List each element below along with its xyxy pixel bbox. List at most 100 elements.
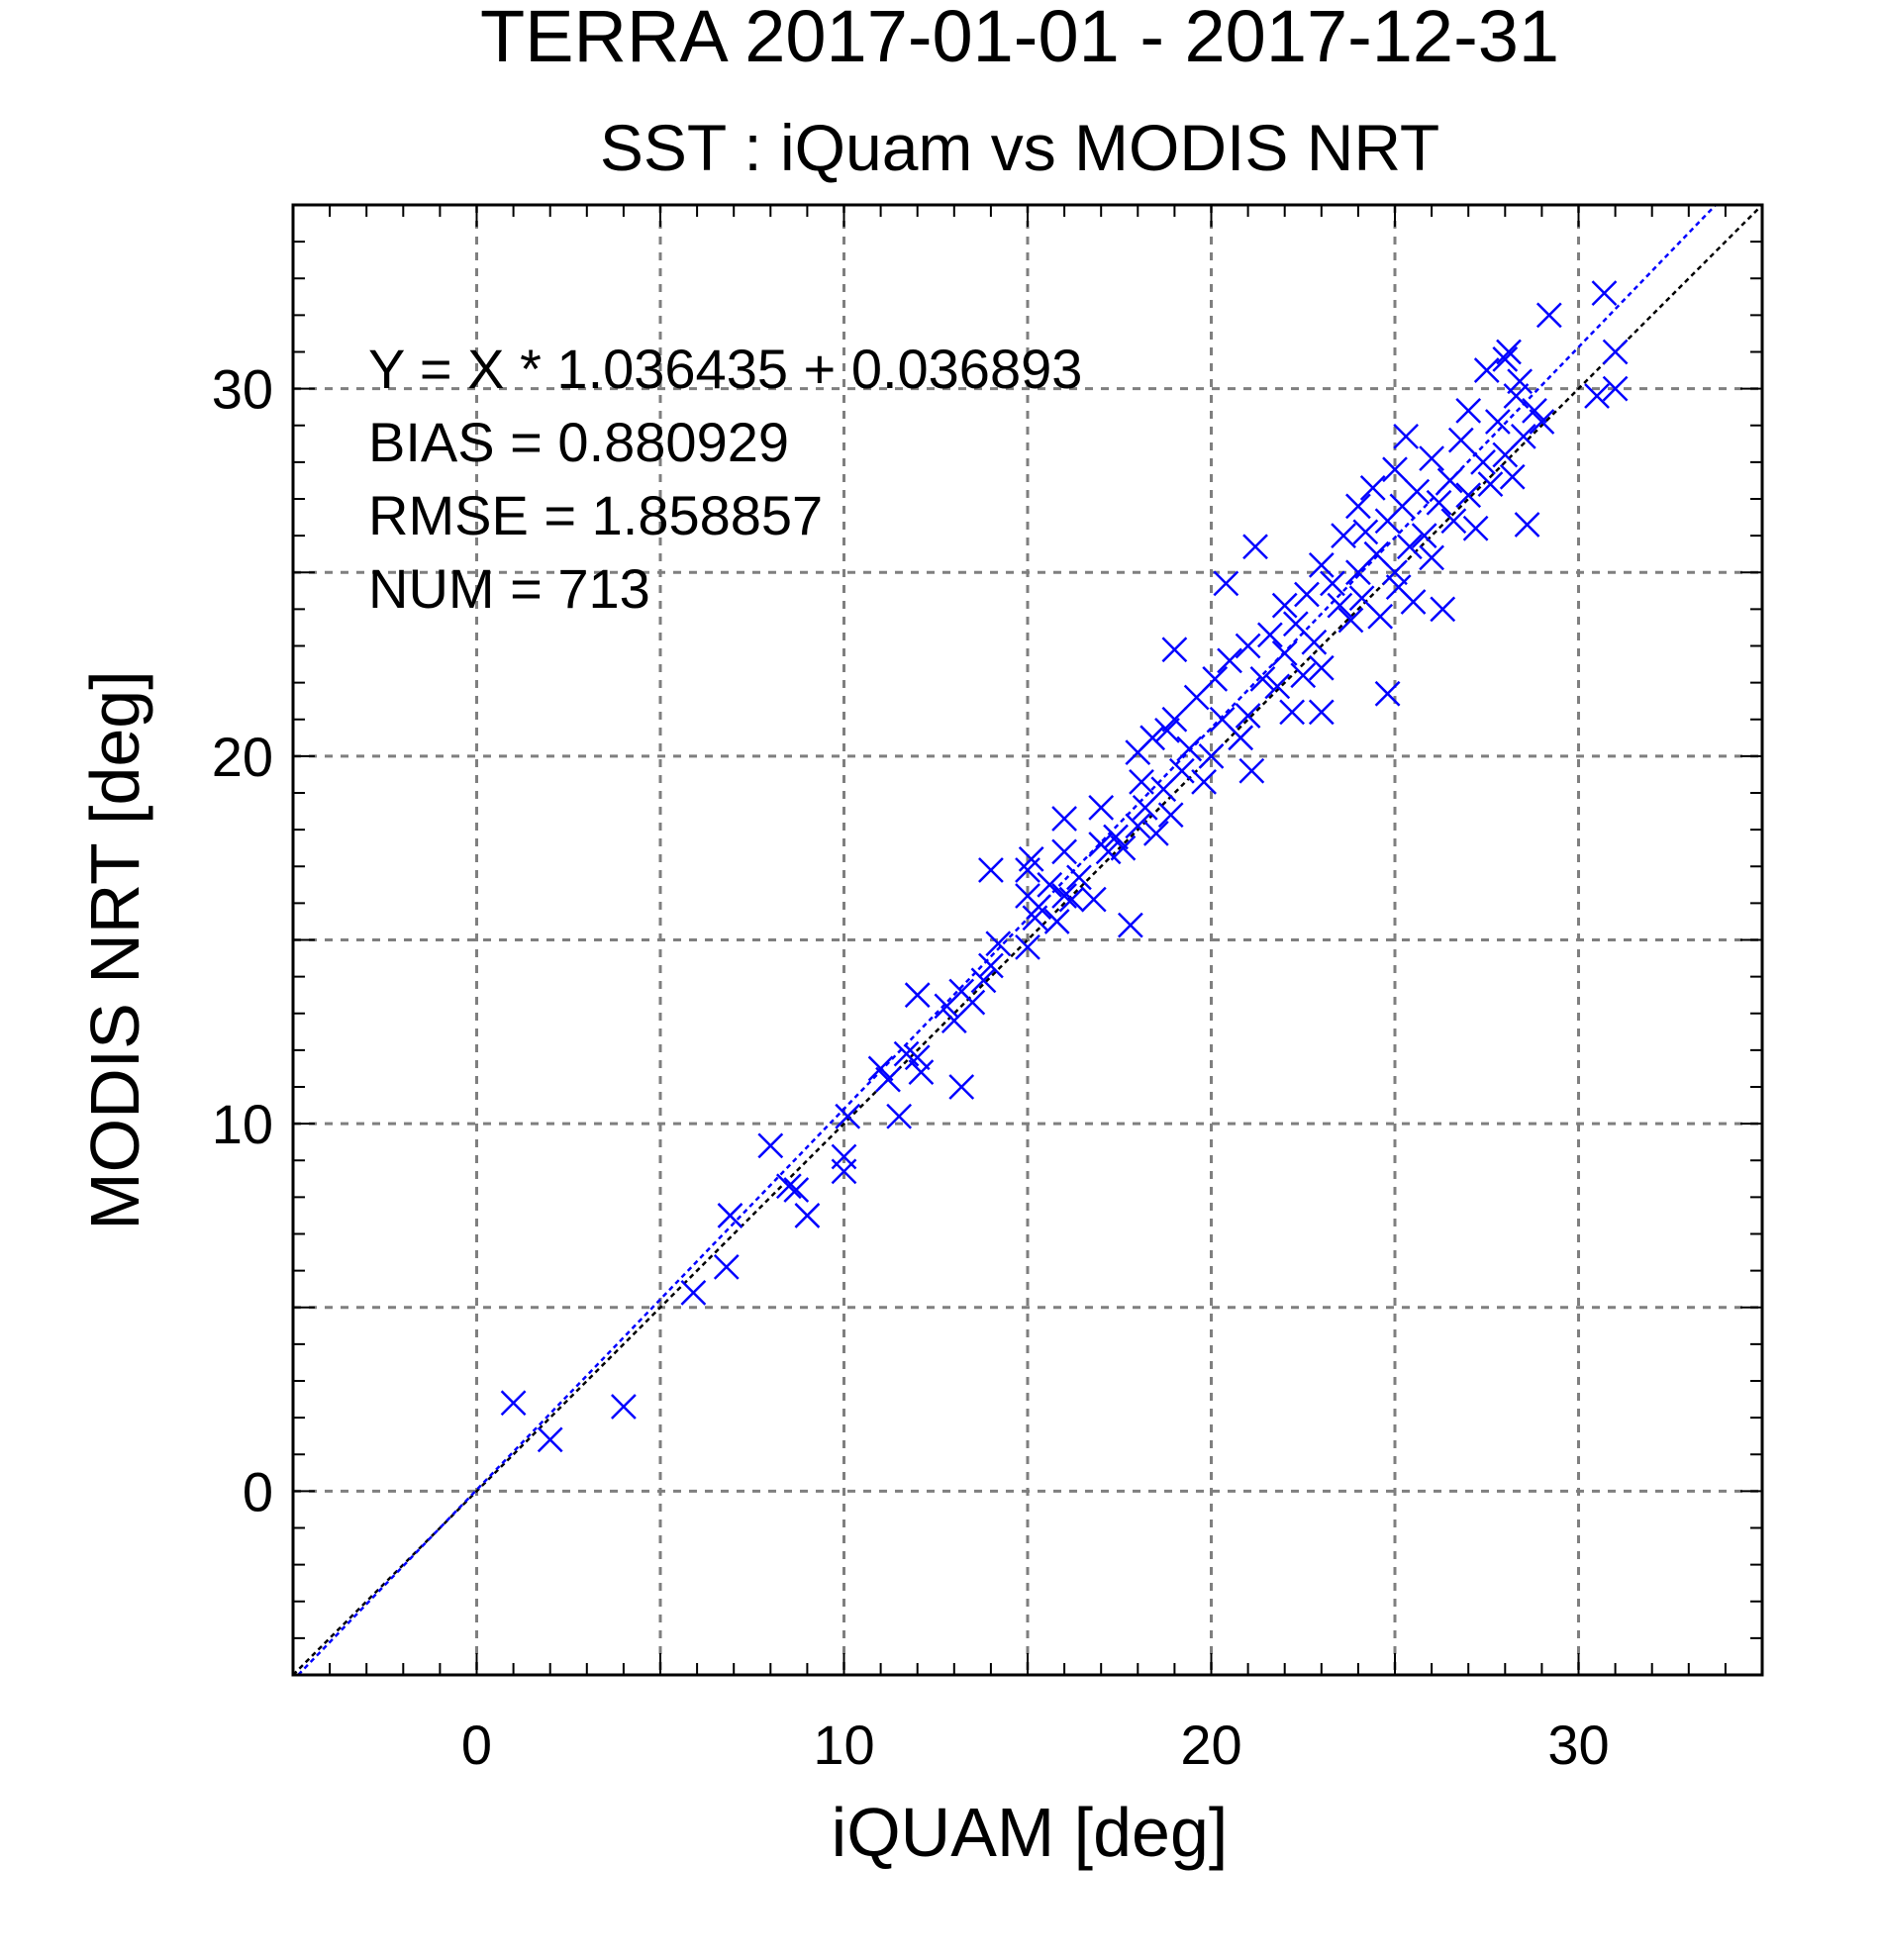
data-point: [948, 1074, 975, 1100]
data-point-stroke: [1161, 637, 1188, 663]
data-point-stroke: [1242, 534, 1268, 560]
data-point: [1095, 838, 1122, 865]
data-point: [1510, 424, 1536, 449]
data-point: [611, 1394, 637, 1420]
x-tick-label: 30: [1547, 1714, 1609, 1776]
data-point: [1529, 409, 1555, 435]
data-point-stroke: [893, 1040, 920, 1067]
data-point: [1037, 871, 1063, 898]
data-point-stroke: [1591, 280, 1618, 306]
y-tick-label: 30: [212, 358, 273, 421]
data-point: [1080, 886, 1107, 913]
data-point: [1176, 735, 1203, 762]
data-point: [867, 1055, 894, 1082]
data-point-stroke: [1037, 871, 1063, 898]
data-point: [1117, 912, 1143, 938]
data-point: [1058, 886, 1085, 913]
data-point-stroke: [1503, 383, 1530, 409]
data-point-stroke: [1235, 633, 1261, 659]
data-point: [1271, 640, 1298, 666]
data-point: [1066, 864, 1092, 891]
data-point: [1337, 607, 1364, 634]
data-point: [1308, 699, 1335, 726]
data-point-stroke: [1584, 383, 1610, 409]
data-point: [831, 1143, 857, 1170]
data-point-stroke: [1308, 699, 1335, 726]
data-point: [1088, 794, 1115, 821]
data-point-stroke: [1404, 478, 1431, 505]
data-point: [757, 1132, 784, 1159]
data-point-stroke: [1095, 838, 1122, 865]
data-point-stroke: [1337, 607, 1364, 634]
data-point: [1320, 570, 1345, 597]
data-point-stroke: [1352, 519, 1379, 545]
data-point: [1249, 666, 1276, 692]
data-point: [1352, 519, 1379, 545]
data-point: [537, 1426, 563, 1453]
data-point-stroke: [904, 1044, 931, 1071]
data-point: [1110, 834, 1137, 861]
grid-lines: [293, 205, 1762, 1675]
data-point-stroke: [1411, 523, 1437, 549]
data-point-stroke: [1168, 757, 1195, 784]
data-point: [1256, 622, 1283, 648]
data-point: [978, 857, 1004, 883]
data-point: [1499, 463, 1526, 490]
data-point-stroke: [1139, 725, 1166, 751]
data-point-stroke: [1419, 445, 1444, 472]
data-point: [1202, 666, 1229, 692]
data-point-stroke: [948, 1074, 975, 1100]
data-point: [1129, 768, 1154, 795]
y-tick-labels: 0 10 20 30: [212, 358, 273, 1523]
data-point: [1447, 427, 1474, 453]
data-point-stroke: [1473, 357, 1500, 383]
data-point: [1331, 523, 1356, 549]
data-point-stroke: [1271, 640, 1298, 666]
data-point: [1217, 647, 1242, 674]
data-point-stroke: [1308, 551, 1335, 578]
data-point: [835, 1103, 861, 1129]
data-point-stroke: [908, 1059, 935, 1086]
data-point-stroke: [1301, 629, 1328, 655]
data-point: [1374, 680, 1401, 707]
plot-frame: [291, 203, 1764, 1677]
data-point-stroke: [1484, 409, 1511, 435]
data-point-stroke: [867, 1055, 894, 1082]
data-point-stroke: [1290, 662, 1317, 689]
data-point-stroke: [970, 967, 997, 994]
data-point: [1294, 581, 1320, 608]
data-point: [1426, 489, 1452, 516]
data-point-stroke: [1514, 512, 1540, 538]
data-point-stroke: [1110, 834, 1137, 861]
data-point: [1404, 478, 1431, 505]
data-point: [1367, 603, 1394, 630]
data-point: [775, 1173, 802, 1200]
data-point: [1235, 703, 1261, 729]
data-point-stroke: [1345, 493, 1371, 520]
data-point: [1419, 445, 1444, 472]
identity-line: [292, 204, 1763, 1676]
data-point-stroke: [1249, 666, 1276, 692]
data-point: [1393, 424, 1420, 449]
data-point: [1535, 302, 1562, 329]
data-point-stroke: [1499, 463, 1526, 490]
data-point: [1051, 883, 1077, 909]
data-point-stroke: [831, 1143, 857, 1170]
data-point-stroke: [1374, 680, 1401, 707]
data-point-stroke: [1294, 581, 1320, 608]
data-point: [794, 1203, 821, 1228]
data-point: [1470, 448, 1496, 475]
data-point: [1484, 409, 1511, 435]
chart-title: TERRA 2017-01-01 - 2017-12-31: [480, 0, 1559, 77]
data-point-stroke: [1142, 820, 1169, 846]
data-point-stroke: [1026, 894, 1052, 920]
data-point-stroke: [985, 931, 1012, 957]
data-point-stroke: [500, 1390, 527, 1417]
data-point-stroke: [1455, 398, 1482, 424]
data-point: [1015, 934, 1040, 960]
data-point-stroke: [1051, 806, 1077, 832]
data-point-stroke: [1043, 909, 1070, 934]
data-point-stroke: [1382, 559, 1408, 586]
data-point-stroke: [959, 989, 986, 1016]
data-point: [1602, 339, 1629, 365]
